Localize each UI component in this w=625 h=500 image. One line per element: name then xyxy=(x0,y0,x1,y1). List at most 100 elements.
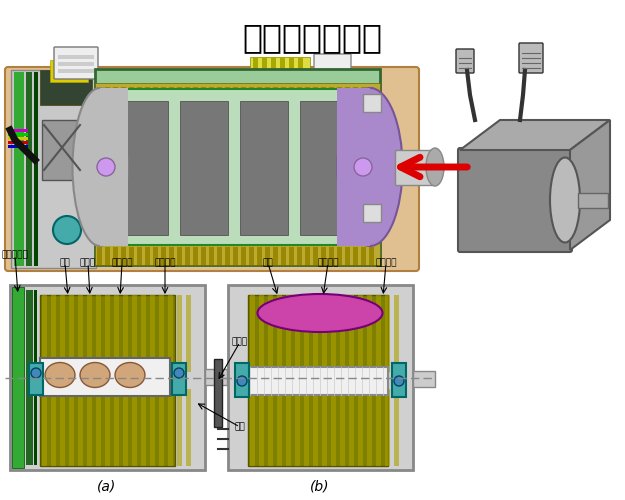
Bar xyxy=(161,247,166,265)
Bar xyxy=(235,363,249,397)
Circle shape xyxy=(97,158,115,176)
Bar xyxy=(394,295,399,372)
Bar xyxy=(40,295,175,372)
Bar xyxy=(172,363,186,395)
Text: 弧程线圈: 弧程线圈 xyxy=(154,258,176,268)
Bar xyxy=(209,87,214,105)
Bar xyxy=(363,94,381,112)
Bar xyxy=(120,101,168,235)
Bar xyxy=(367,295,372,372)
Bar xyxy=(298,57,303,82)
Bar xyxy=(177,295,182,372)
Bar xyxy=(322,295,327,372)
Bar xyxy=(129,247,134,265)
Bar xyxy=(42,295,47,372)
Bar xyxy=(321,87,326,105)
Bar xyxy=(358,389,363,466)
Bar xyxy=(257,87,262,105)
Bar xyxy=(249,87,254,105)
Bar xyxy=(349,295,354,372)
Bar xyxy=(329,87,334,105)
Bar xyxy=(29,363,43,395)
Bar xyxy=(392,363,406,397)
Bar xyxy=(358,295,363,372)
Text: 永久磁铁: 永久磁铁 xyxy=(111,258,132,268)
Bar xyxy=(69,295,74,372)
Bar xyxy=(262,57,267,82)
Bar xyxy=(305,87,310,105)
Bar xyxy=(313,247,318,265)
Bar xyxy=(58,62,94,66)
Bar xyxy=(304,295,309,372)
Ellipse shape xyxy=(53,216,81,244)
Bar xyxy=(286,389,291,466)
Bar xyxy=(248,367,388,395)
Bar xyxy=(337,247,342,265)
Bar xyxy=(395,150,435,185)
Bar xyxy=(96,295,101,372)
Bar xyxy=(345,247,350,265)
Bar xyxy=(60,295,65,372)
Bar xyxy=(78,295,83,372)
Bar xyxy=(69,389,74,466)
Bar xyxy=(10,285,205,470)
Bar xyxy=(97,87,102,105)
Bar xyxy=(185,247,190,265)
Bar xyxy=(376,389,381,466)
Bar xyxy=(297,247,302,265)
Bar xyxy=(150,389,155,466)
Bar xyxy=(248,389,388,466)
Bar xyxy=(376,295,381,372)
Bar xyxy=(313,87,318,105)
Bar xyxy=(295,295,300,372)
Bar xyxy=(250,57,310,82)
Bar xyxy=(123,295,128,372)
Bar xyxy=(40,70,92,105)
Bar xyxy=(161,87,166,105)
Bar xyxy=(42,389,47,466)
Bar xyxy=(337,87,342,105)
Bar xyxy=(34,72,38,266)
Bar xyxy=(14,72,24,266)
Bar xyxy=(353,87,358,105)
Bar xyxy=(177,389,182,466)
Text: (a): (a) xyxy=(98,479,117,493)
Text: 永久磁铁: 永久磁铁 xyxy=(318,258,339,268)
Bar xyxy=(228,285,413,470)
Bar xyxy=(268,389,273,466)
Bar xyxy=(289,87,294,105)
Bar xyxy=(286,295,291,372)
Bar xyxy=(361,247,366,265)
Bar xyxy=(145,247,150,265)
Bar xyxy=(177,247,182,265)
Bar xyxy=(159,295,164,372)
Bar xyxy=(40,358,170,396)
Bar xyxy=(8,145,28,148)
Bar xyxy=(12,287,24,468)
Circle shape xyxy=(354,158,372,176)
Bar xyxy=(100,89,370,245)
Bar xyxy=(385,389,390,466)
Text: (b): (b) xyxy=(310,479,330,493)
Bar xyxy=(353,247,358,265)
Bar xyxy=(95,83,380,105)
Bar xyxy=(95,243,380,265)
Bar xyxy=(337,88,370,246)
Bar xyxy=(413,371,435,387)
Bar xyxy=(114,389,119,466)
Bar xyxy=(51,295,56,372)
Bar xyxy=(241,247,246,265)
FancyBboxPatch shape xyxy=(458,148,572,252)
Text: 旋转轴: 旋转轴 xyxy=(232,338,248,346)
Bar xyxy=(249,247,254,265)
Bar xyxy=(168,389,173,466)
Text: 电框线置: 电框线置 xyxy=(375,258,397,268)
FancyBboxPatch shape xyxy=(54,47,98,79)
Bar xyxy=(295,389,300,466)
Bar xyxy=(51,389,56,466)
Bar xyxy=(250,389,255,466)
Text: 换向器: 换向器 xyxy=(80,258,96,268)
Bar xyxy=(205,369,227,385)
Polygon shape xyxy=(570,120,610,250)
Bar xyxy=(313,295,318,372)
